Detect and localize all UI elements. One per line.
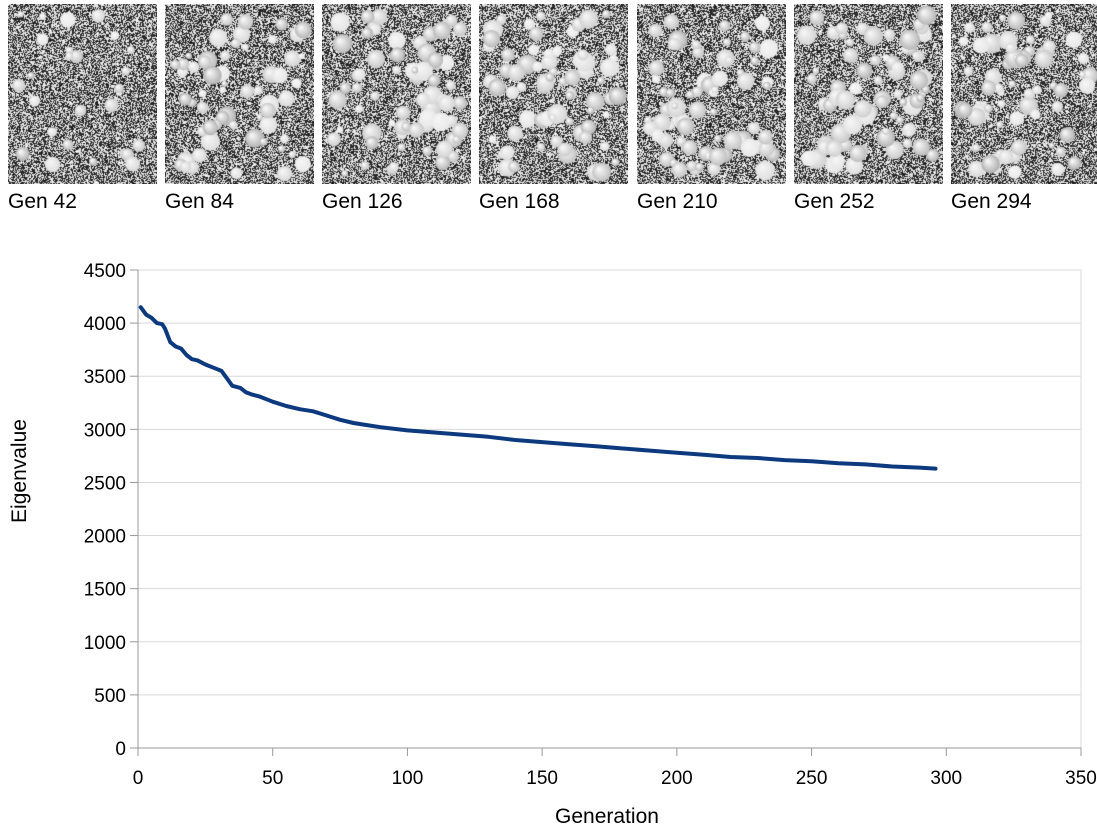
data-point: [257, 394, 261, 398]
data-point: [195, 358, 199, 362]
data-point: [934, 467, 938, 471]
data-point: [675, 451, 679, 455]
tick-labels: 0 500 1000 1500 2000 2500 3000 3500 4000 4500 0 50 1…: [84, 261, 1097, 789]
generation-image: [479, 4, 628, 184]
data-point: [298, 407, 302, 411]
x-tick-label: 200: [661, 768, 693, 789]
data-point: [225, 376, 229, 380]
generation-label: Gen 84: [165, 190, 234, 213]
generation-thumbnail: Gen 168: [479, 4, 628, 213]
data-point: [149, 316, 153, 320]
data-point: [160, 322, 164, 326]
generation-label: Gen 126: [322, 190, 403, 213]
x-tick-label: 350: [1065, 768, 1097, 789]
data-point: [284, 404, 288, 408]
generation-thumbnail: Gen 84: [165, 4, 314, 213]
generation-label: Gen 210: [637, 190, 718, 213]
generation-label: Gen 294: [951, 190, 1032, 213]
data-point: [271, 400, 275, 404]
data-point: [405, 428, 409, 432]
generation-label: Gen 168: [479, 190, 560, 213]
eigenvalue-series-line: [138, 305, 938, 471]
generation-image: [951, 4, 1097, 184]
generation-image: [322, 4, 471, 184]
series-layer: [138, 305, 938, 471]
data-point: [365, 423, 369, 427]
data-point: [163, 326, 167, 330]
data-point: [513, 438, 517, 442]
y-tick-label: 2500: [84, 473, 126, 494]
data-point: [244, 390, 248, 394]
x-axis-label: Generation: [555, 805, 659, 828]
data-point: [837, 461, 841, 465]
data-point: [594, 444, 598, 448]
data-point: [220, 369, 224, 373]
data-point: [174, 344, 178, 348]
generation-label: Gen 252: [794, 190, 875, 213]
data-point: [203, 363, 207, 367]
x-tick-label: 150: [526, 768, 558, 789]
y-axis-label: Eigenvalue: [8, 419, 31, 523]
data-point: [325, 414, 329, 418]
data-point: [567, 442, 571, 446]
data-point: [249, 392, 253, 396]
data-point: [810, 459, 814, 463]
generation-label: Gen 42: [8, 190, 77, 213]
y-tick-label: 3500: [84, 367, 126, 388]
data-point: [352, 421, 356, 425]
generation-thumbnail: Gen 42: [8, 4, 157, 213]
data-point: [190, 357, 194, 361]
generation-image: [8, 4, 157, 184]
x-tick-label: 250: [796, 768, 828, 789]
data-point: [729, 455, 733, 459]
x-tick-label: 0: [133, 768, 144, 789]
generation-image: [165, 4, 314, 184]
x-tick-label: 100: [392, 768, 424, 789]
generation-thumbnail: Gen 126: [322, 4, 471, 213]
data-point: [238, 386, 242, 390]
y-tick-label: 2000: [84, 527, 126, 548]
data-point: [783, 458, 787, 462]
data-point: [459, 433, 463, 437]
data-point: [648, 449, 652, 453]
generation-thumbnail: Gen 210: [637, 4, 786, 213]
data-point: [184, 353, 188, 357]
data-point: [168, 340, 172, 344]
data-point: [211, 366, 215, 370]
y-tick-label: 4000: [84, 314, 126, 335]
data-point: [139, 305, 143, 309]
y-tick-label: 3000: [84, 420, 126, 441]
x-tick-label: 50: [262, 768, 283, 789]
data-point: [144, 313, 148, 317]
data-point: [756, 456, 760, 460]
data-point: [155, 321, 159, 325]
data-point: [378, 425, 382, 429]
data-point: [486, 435, 490, 439]
generation-image: [794, 4, 943, 184]
data-point: [621, 446, 625, 450]
data-point: [179, 347, 183, 351]
data-point: [540, 440, 544, 444]
y-tick-label: 0: [115, 739, 126, 760]
axes: [130, 269, 1082, 756]
grid-lines: [138, 269, 1082, 748]
generation-thumbnail: Gen 252: [794, 4, 943, 213]
data-point: [230, 384, 234, 388]
generation-image: [637, 4, 786, 184]
data-point: [917, 466, 921, 470]
y-tick-label: 500: [94, 686, 126, 707]
data-point: [432, 431, 436, 435]
thumbnail-strip: Gen 42 Gen 84 Gen 126 Gen 168 Gen 210 Gen 252…: [0, 0, 1097, 220]
y-tick-label: 1000: [84, 633, 126, 654]
y-tick-label: 1500: [84, 580, 126, 601]
data-point: [338, 418, 342, 422]
data-point: [890, 465, 894, 469]
data-point: [311, 409, 315, 413]
data-point: [702, 453, 706, 457]
y-tick-label: 4500: [84, 261, 126, 282]
data-point: [863, 462, 867, 466]
generation-thumbnail: Gen 294: [951, 4, 1097, 213]
x-tick-label: 300: [930, 768, 962, 789]
